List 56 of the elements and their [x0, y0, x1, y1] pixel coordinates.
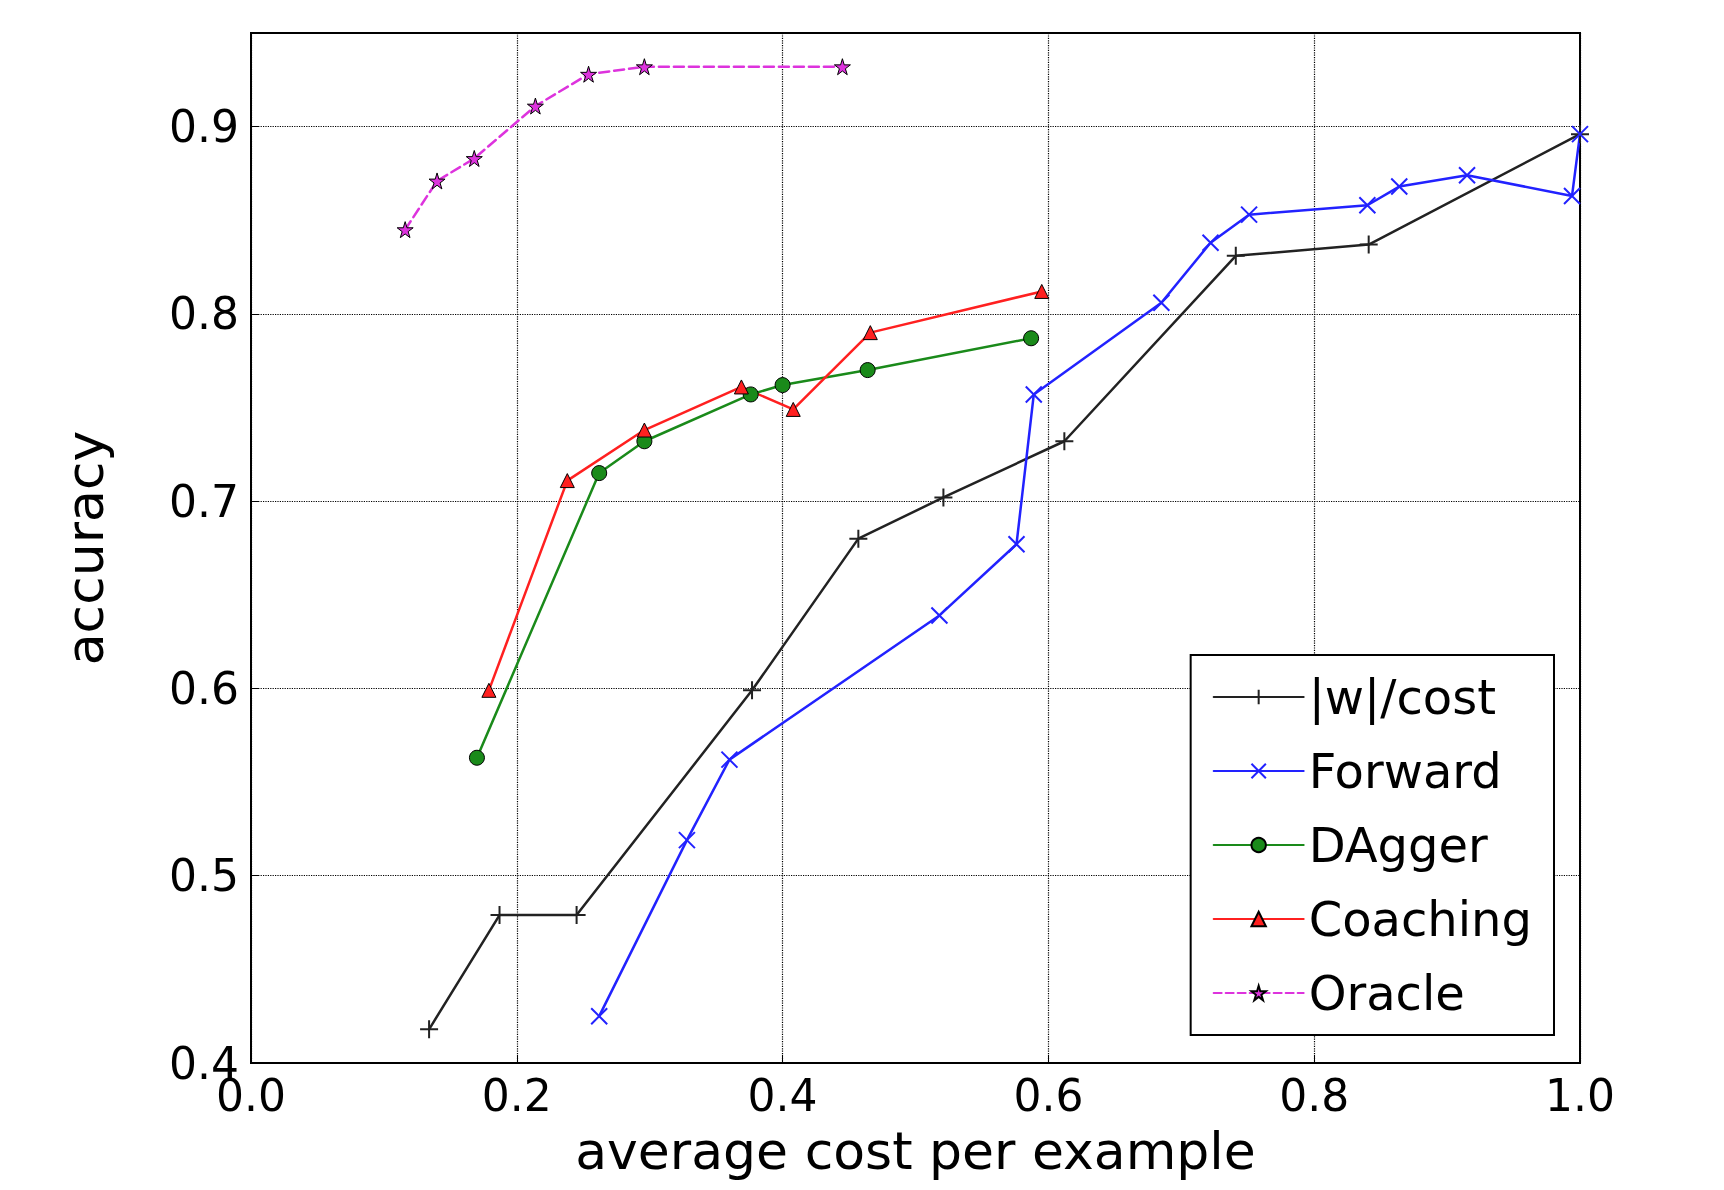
point: [1563, 186, 1582, 205]
point: [859, 362, 876, 379]
point: [1225, 245, 1246, 266]
y-axis-title: accuracy: [55, 430, 115, 666]
point: [1240, 205, 1259, 224]
y-tick-label: 0.8: [169, 288, 239, 340]
point: [742, 680, 763, 701]
x-tick-label: 0.6: [1013, 1069, 1084, 1121]
point: [1390, 177, 1409, 196]
legend-label: Coaching: [1308, 891, 1533, 947]
legend-label: |w|/cost: [1308, 669, 1497, 725]
point: [580, 65, 598, 83]
point: [933, 487, 954, 508]
point: [636, 422, 652, 438]
x-tick-label: 0.2: [481, 1069, 552, 1121]
point: [720, 750, 739, 769]
point: [591, 465, 608, 482]
point: [1458, 166, 1477, 185]
legend-label: Oracle: [1308, 965, 1465, 1021]
point: [1034, 283, 1050, 299]
point: [677, 831, 696, 850]
point: [1152, 293, 1171, 312]
x-tick-label: 0.8: [1279, 1069, 1350, 1121]
point: [1201, 233, 1220, 252]
point: [559, 473, 575, 489]
point: [733, 379, 749, 395]
y-tick-label: 0.6: [169, 662, 239, 714]
point: [930, 606, 949, 625]
point: [862, 325, 878, 341]
y-tick-label: 0.5: [169, 850, 239, 902]
point: [396, 221, 414, 239]
point: [465, 149, 483, 167]
point: [1007, 535, 1026, 554]
point: [1358, 234, 1379, 255]
point: [774, 377, 791, 394]
point: [635, 58, 653, 76]
point: [481, 682, 497, 698]
point: [428, 172, 446, 190]
y-tick-label: 0.9: [169, 101, 239, 153]
point: [1023, 330, 1040, 347]
x-tick-label: 0.4: [747, 1069, 818, 1121]
point: [1024, 385, 1043, 404]
point: [419, 1019, 440, 1040]
point: [785, 401, 801, 417]
point: [526, 97, 544, 115]
x-axis-title: average cost per example: [575, 1121, 1256, 1181]
point: [833, 58, 851, 76]
point: [468, 749, 485, 766]
legend-label: Forward: [1308, 743, 1502, 799]
x-tick-label: 1.0: [1545, 1069, 1615, 1121]
legend-label: DAgger: [1308, 817, 1489, 873]
point: [1358, 196, 1377, 215]
point: [848, 528, 869, 549]
y-tick-label: 0.7: [169, 475, 239, 527]
point: [1054, 431, 1075, 452]
point: [590, 1007, 609, 1026]
